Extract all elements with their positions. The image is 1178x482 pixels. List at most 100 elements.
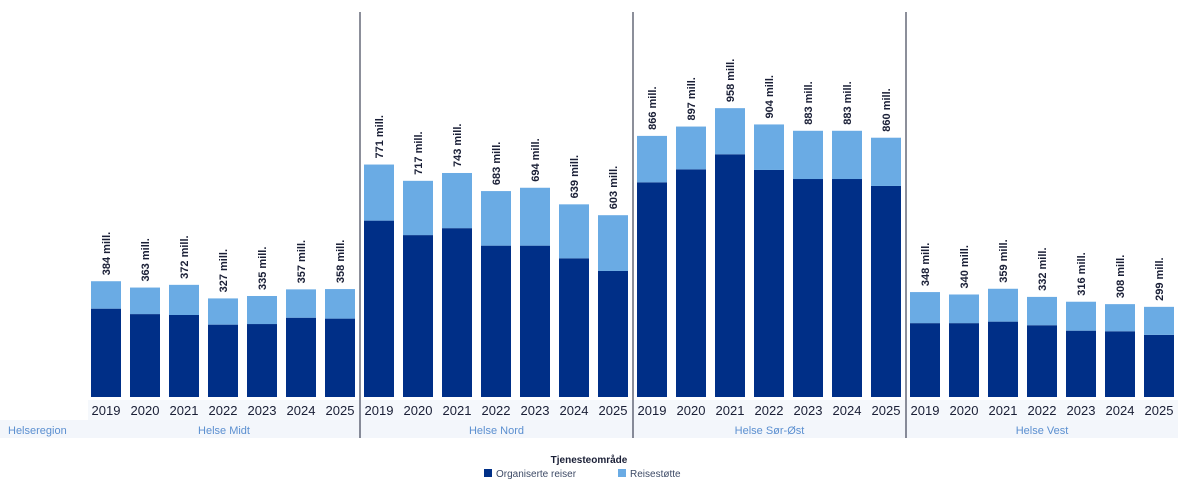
bar-organiserte-reiser	[481, 245, 511, 397]
bar-organiserte-reiser	[364, 220, 394, 397]
x-tick-label: 2019	[911, 403, 940, 418]
bar-organiserte-reiser	[949, 323, 979, 397]
bar-reisestotte	[1144, 306, 1174, 335]
region-band	[0, 420, 1178, 438]
bar-total-label: 327 mill.	[218, 249, 230, 292]
bar-total-label: 883 mill.	[842, 81, 854, 124]
bar-reisestotte	[403, 180, 433, 236]
bar-organiserte-reiser	[286, 317, 316, 397]
x-tick-label: 2025	[872, 403, 901, 418]
bar-reisestotte	[754, 124, 784, 170]
bar-organiserte-reiser	[715, 154, 745, 397]
region-label: Helse Vest	[1016, 425, 1069, 437]
bar-total-label: 897 mill.	[686, 77, 698, 120]
region-label: Helse Sør-Øst	[735, 425, 805, 437]
x-tick-label: 2019	[365, 403, 394, 418]
x-tick-label: 2022	[482, 403, 511, 418]
bar-reisestotte	[130, 287, 160, 315]
x-tick-label: 2020	[131, 403, 160, 418]
bar-organiserte-reiser	[637, 182, 667, 397]
bar-reisestotte	[1066, 301, 1096, 331]
x-tick-label: 2022	[209, 403, 238, 418]
bar-total-label: 603 mill.	[608, 166, 620, 209]
legend-swatch-organiserte	[484, 469, 492, 477]
bar-total-label: 372 mill.	[179, 235, 191, 278]
bar-reisestotte	[481, 191, 511, 246]
x-tick-label: 2024	[560, 403, 589, 418]
bar-reisestotte	[286, 289, 316, 318]
bar-total-label: 717 mill.	[413, 131, 425, 174]
x-tick-label: 2020	[950, 403, 979, 418]
bar-organiserte-reiser	[169, 314, 199, 397]
region-label: Helse Nord	[469, 425, 524, 437]
bar-total-label: 639 mill.	[569, 155, 581, 198]
x-tick-label: 2021	[989, 403, 1018, 418]
x-tick-label: 2023	[521, 403, 550, 418]
bar-total-label: 743 mill.	[452, 124, 464, 167]
x-tick-label: 2021	[716, 403, 745, 418]
bar-total-label: 694 mill.	[530, 138, 542, 181]
bar-reisestotte	[598, 215, 628, 271]
bar-total-label: 335 mill.	[257, 247, 269, 290]
bar-organiserte-reiser	[1144, 334, 1174, 397]
x-tick-label: 2024	[833, 403, 862, 418]
x-tick-label: 2024	[287, 403, 316, 418]
bar-organiserte-reiser	[91, 308, 121, 397]
x-tick-label: 2025	[326, 403, 355, 418]
x-tick-label: 2024	[1106, 403, 1135, 418]
bar-reisestotte	[949, 294, 979, 324]
bar-organiserte-reiser	[676, 169, 706, 397]
bar-reisestotte	[910, 292, 940, 324]
x-tick-label: 2020	[677, 403, 706, 418]
bar-reisestotte	[1027, 296, 1057, 326]
bar-reisestotte	[520, 187, 550, 246]
bar-reisestotte	[442, 172, 472, 229]
bar-reisestotte	[676, 126, 706, 170]
bar-reisestotte	[832, 130, 862, 180]
bar-reisestotte	[1105, 304, 1135, 332]
x-tick-label: 2023	[1067, 403, 1096, 418]
bar-reisestotte	[637, 135, 667, 183]
x-tick-label: 2025	[1145, 403, 1174, 418]
bar-organiserte-reiser	[325, 318, 355, 397]
bar-total-label: 340 mill.	[959, 245, 971, 288]
bar-reisestotte	[715, 108, 745, 155]
bar-reisestotte	[793, 130, 823, 180]
region-axis-title: Helseregion	[8, 425, 67, 437]
bar-total-label: 904 mill.	[764, 75, 776, 118]
bar-total-label: 363 mill.	[140, 238, 152, 281]
bar-organiserte-reiser	[208, 324, 238, 397]
bar-total-label: 384 mill.	[101, 232, 113, 275]
legend-label-reisestotte: Reisestøtte	[630, 469, 681, 480]
bar-total-label: 357 mill.	[296, 240, 308, 283]
bar-organiserte-reiser	[988, 321, 1018, 397]
bar-total-label: 866 mill.	[647, 86, 659, 129]
bar-organiserte-reiser	[442, 228, 472, 397]
x-tick-label: 2023	[248, 403, 277, 418]
bar-reisestotte	[871, 137, 901, 186]
bar-total-label: 358 mill.	[335, 240, 347, 283]
bar-reisestotte	[364, 164, 394, 221]
bar-organiserte-reiser	[403, 235, 433, 397]
bar-organiserte-reiser	[754, 169, 784, 397]
bar-reisestotte	[208, 298, 238, 325]
bar-organiserte-reiser	[559, 258, 589, 397]
legend-swatch-reisestotte	[618, 469, 626, 477]
bar-total-label: 883 mill.	[803, 81, 815, 124]
bar-total-label: 316 mill.	[1076, 252, 1088, 295]
bar-organiserte-reiser	[1105, 331, 1135, 397]
bar-total-label: 359 mill.	[998, 239, 1010, 282]
x-tick-label: 2019	[638, 403, 667, 418]
bar-organiserte-reiser	[247, 324, 277, 397]
x-tick-label: 2019	[92, 403, 121, 418]
bar-organiserte-reiser	[910, 323, 940, 397]
region-label: Helse Midt	[198, 425, 250, 437]
bar-total-label: 683 mill.	[491, 142, 503, 185]
bar-total-label: 332 mill.	[1037, 247, 1049, 290]
legend-title: Tjenesteområde	[551, 454, 628, 466]
bar-total-label: 771 mill.	[374, 115, 386, 158]
x-tick-label: 2021	[170, 403, 199, 418]
bar-reisestotte	[325, 289, 355, 319]
bar-reisestotte	[169, 284, 199, 315]
